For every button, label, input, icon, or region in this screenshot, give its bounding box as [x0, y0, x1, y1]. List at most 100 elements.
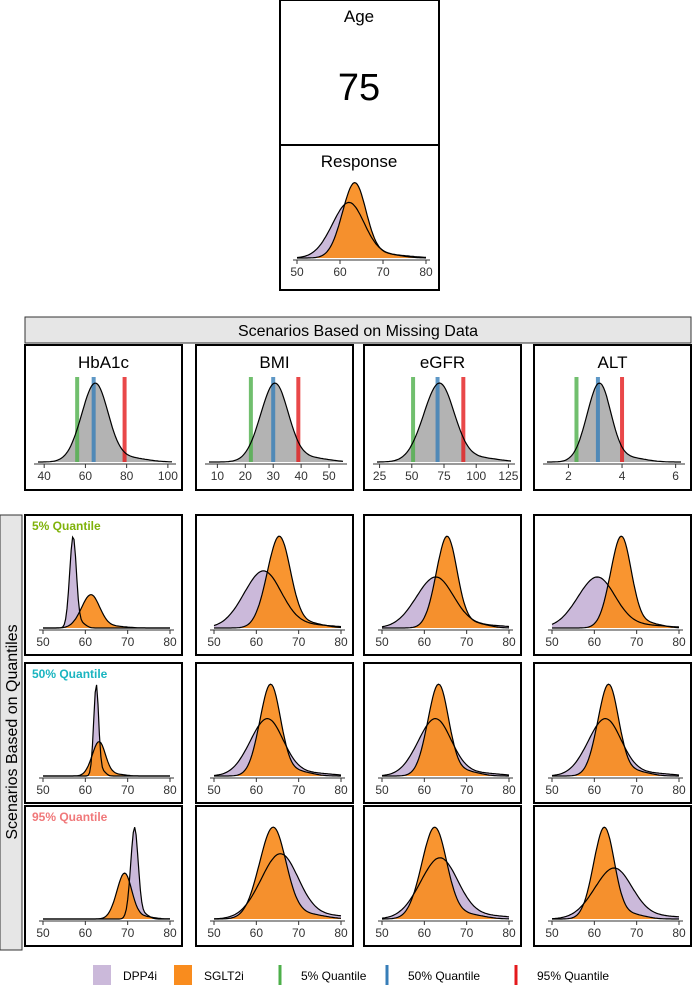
legend-item-5-quantile: 5% Quantile — [278, 965, 367, 985]
quantile-cell-r0-c2: 50 60 70 80 — [363, 514, 522, 656]
legend-label: SGLT2i — [204, 969, 244, 983]
response-sglt2i-line — [297, 181, 426, 259]
missing-panel-bmi: BMI 10 20 30 40 50 — [195, 344, 354, 491]
cell-tick-label: 60 — [250, 783, 264, 797]
cell-tick-label: 50 — [545, 926, 559, 940]
legend-swatch — [174, 965, 192, 985]
cell-dpp4i-line — [213, 853, 342, 920]
cell-sglt2i-area — [382, 684, 509, 776]
density-line — [547, 382, 681, 463]
age-panel: Age 75 — [279, 0, 440, 146]
legend-item-95-quantile: 95% Quantile — [514, 965, 609, 985]
cell-tick-label: 60 — [79, 926, 93, 940]
quantile-cell-r0-c0: 5% Quantile 50 60 70 80 — [24, 514, 183, 656]
cell-dpp4i-line — [213, 570, 342, 628]
density-area — [377, 383, 511, 462]
response-panel: Response 50 60 70 80 — [279, 144, 440, 291]
cell-tick-label: 80 — [163, 635, 177, 649]
response-tick-label: 60 — [333, 265, 347, 279]
cell-sglt2i-area — [552, 827, 679, 919]
missing-panel-hba1c: HbA1c 40 60 80 100 — [24, 344, 183, 491]
quantile-row-label: 95% Quantile — [32, 810, 108, 824]
cell-sglt2i-line — [552, 683, 679, 777]
cell-sglt2i-line — [43, 872, 170, 920]
density-area — [209, 383, 343, 462]
density-line — [38, 382, 172, 463]
response-density-plot: 50 60 70 80 — [290, 181, 433, 279]
cell-tick-label: 50 — [36, 635, 50, 649]
missing-3-tick-label: 2 — [565, 469, 572, 483]
quantile-cell-r0-c1: 50 60 70 80 — [195, 514, 354, 656]
cell-tick-label: 70 — [630, 635, 644, 649]
cell-tick-label: 50 — [545, 783, 559, 797]
cell-tick-label: 50 — [375, 783, 389, 797]
cell-tick-label: 50 — [207, 635, 221, 649]
cell-dpp4i-area — [43, 827, 170, 919]
cell-tick-label: 70 — [121, 783, 135, 797]
cell-tick-label: 70 — [630, 783, 644, 797]
cell-dpp4i-area — [43, 537, 170, 628]
legend: DPP4i SGLT2i 5% Quantile 50% Quantile 95% Qu… — [93, 965, 609, 985]
cell-tick-label: 80 — [334, 635, 348, 649]
cell-tick-label: 70 — [292, 783, 306, 797]
density-line — [209, 382, 344, 463]
cell-tick-label: 60 — [588, 783, 602, 797]
cell-tick-label: 80 — [163, 926, 177, 940]
response-dpp4i-line — [296, 201, 427, 259]
cell-tick-label: 70 — [460, 635, 474, 649]
quantile-cell-r2-c1: 50 60 70 80 — [195, 805, 354, 947]
cell-dpp4i-line — [381, 717, 510, 777]
quantile-cell-r0-c3: 50 60 70 80 — [533, 514, 692, 656]
missing-1-tick-label: 50 — [322, 469, 336, 483]
cell-tick-label: 60 — [79, 635, 93, 649]
quantile-cell-r1-c1: 50 60 70 80 — [195, 662, 354, 804]
cell-tick-label: 60 — [418, 783, 432, 797]
quantile-row-label: 50% Quantile — [32, 667, 108, 681]
cell-sglt2i-line — [382, 535, 510, 629]
quantile-cell-r2-c2: 50 60 70 80 — [363, 805, 522, 947]
cell-tick-label: 70 — [630, 926, 644, 940]
missing-3-tick-label: 6 — [672, 469, 679, 483]
cell-sglt2i-area — [382, 536, 509, 628]
quantile-cell-r1-c2: 50 60 70 80 — [363, 662, 522, 804]
cell-sglt2i-area — [214, 536, 341, 628]
legend-label: 95% Quantile — [537, 969, 609, 983]
cell-sglt2i-line — [43, 593, 170, 629]
cell-sglt2i-area — [552, 536, 679, 628]
legend-label: 50% Quantile — [408, 969, 480, 983]
cell-tick-label: 50 — [207, 926, 221, 940]
cell-sglt2i-area — [214, 684, 341, 776]
cell-tick-label: 70 — [460, 926, 474, 940]
cell-sglt2i-area — [214, 827, 341, 919]
missing-panel-title: BMI — [259, 353, 289, 372]
density-line — [377, 382, 512, 463]
cell-dpp4i-line — [213, 717, 342, 777]
cell-sglt2i-line — [382, 826, 510, 920]
cell-tick-label: 80 — [672, 635, 686, 649]
missing-1-tick-label: 40 — [294, 469, 308, 483]
quantile-cell-frame — [24, 805, 183, 947]
cell-tick-label: 50 — [545, 635, 559, 649]
quantile-cell-frame — [24, 514, 183, 656]
missing-2-tick-label: 75 — [437, 469, 451, 483]
legend-item-dpp4i: DPP4i — [93, 965, 157, 985]
quantile-cell-r2-c3: 50 60 70 80 — [533, 805, 692, 947]
legend-item-sglt2i: SGLT2i — [174, 965, 244, 985]
cell-tick-label: 80 — [502, 926, 516, 940]
missing-2-tick-label: 50 — [405, 469, 419, 483]
missing-panel-title: eGFR — [420, 353, 465, 372]
cell-tick-label: 80 — [672, 783, 686, 797]
quantiles-strip: Scenarios Based on Quantiles — [0, 514, 23, 951]
missing-3-tick-label: 4 — [619, 469, 626, 483]
cell-tick-label: 70 — [460, 783, 474, 797]
quantile-cell-frame — [24, 662, 183, 804]
cell-sglt2i-line — [552, 826, 679, 920]
quantile-row-label: 5% Quantile — [32, 519, 101, 533]
cell-tick-label: 50 — [207, 783, 221, 797]
response-tick-label: 70 — [376, 265, 390, 279]
cell-tick-label: 60 — [250, 926, 264, 940]
cell-tick-label: 50 — [36, 926, 50, 940]
density-area — [547, 383, 681, 462]
quantile-grid: 5% Quantile 50 60 70 80 50 60 70 80 50 60 70 80 50 60 7… — [24, 514, 692, 947]
